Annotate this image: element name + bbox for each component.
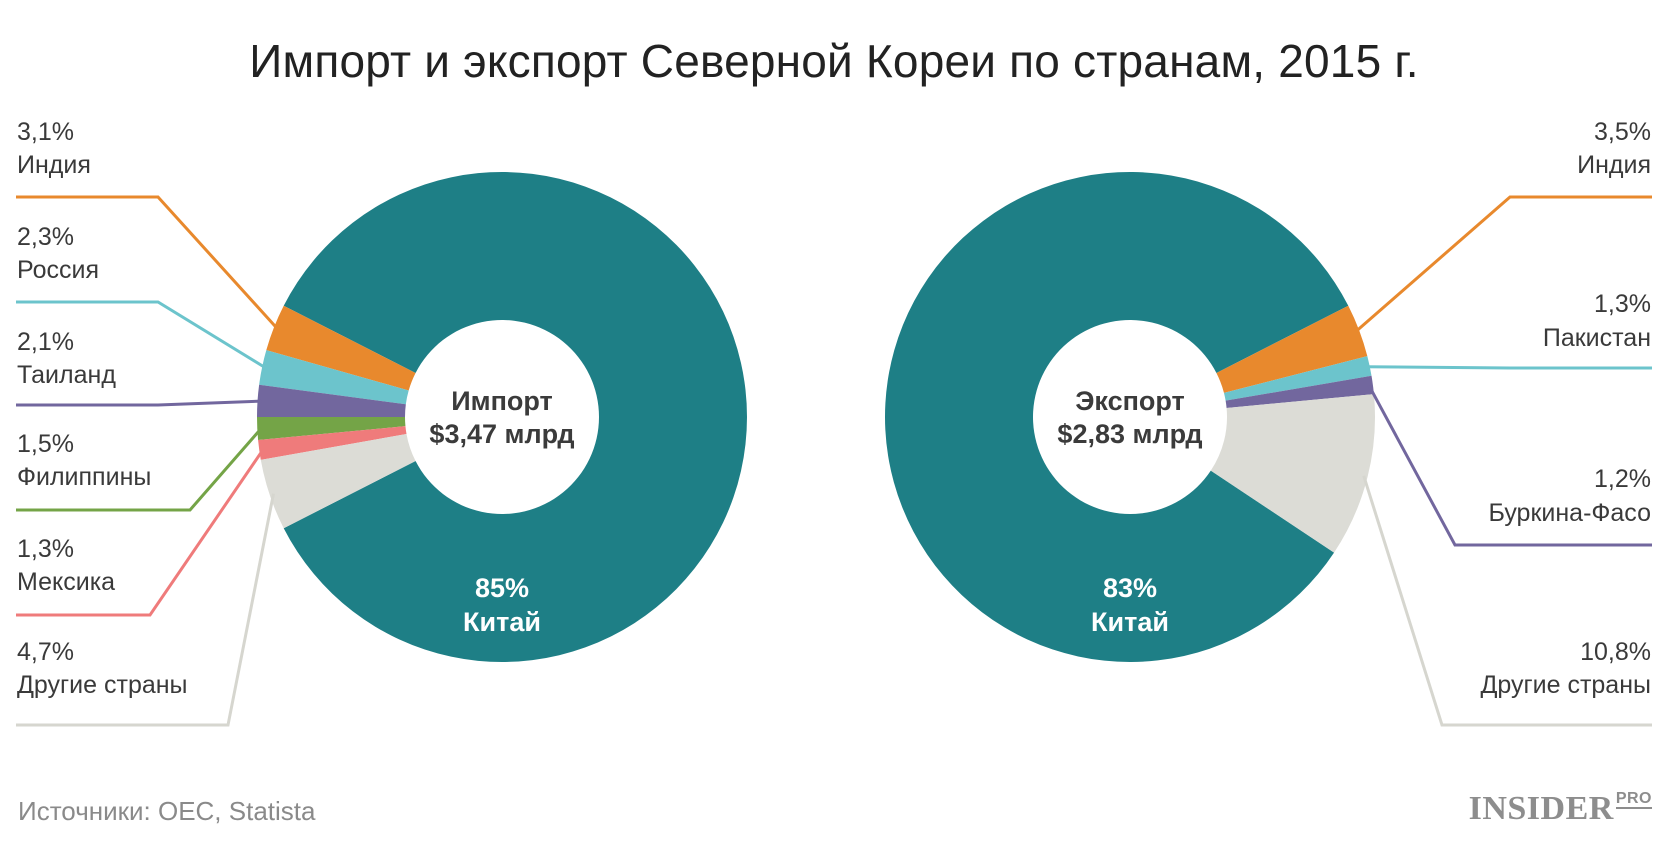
- callout-lines: [16, 195, 1652, 727]
- export-center-title: Экспорт: [1075, 386, 1185, 416]
- import-leader-другие-страны: [16, 493, 275, 727]
- import-value-china: 85%: [475, 573, 529, 603]
- import-leader-мексика: [16, 448, 265, 617]
- logo-main: INSIDER: [1468, 790, 1614, 827]
- export-slice-китай: [885, 171, 1349, 662]
- import-slice-другие-страны: [260, 433, 416, 529]
- export-donut: [885, 171, 1375, 662]
- export-slice-индия: [1216, 305, 1368, 393]
- export-slice-другие-страны: [1210, 394, 1375, 553]
- import-slice-мексика: [258, 426, 407, 460]
- import-value-мексика: 1,3%: [17, 535, 74, 563]
- import-leader-индия: [16, 195, 279, 330]
- export-leader-другие-страны: [1362, 475, 1652, 727]
- chart-title: Импорт и экспорт Северной Кореи по стран…: [249, 35, 1419, 87]
- import-slice-китай: [283, 171, 747, 662]
- import-value-таиланд: 2,1%: [17, 328, 74, 356]
- export-slice-пакистан: [1223, 356, 1372, 401]
- callout-labels: 3,1% Индия 2,3% Россия 2,1% Таиланд 1,5% Филипп…: [17, 118, 1651, 699]
- export-name-индия: Индия: [1577, 151, 1651, 179]
- import-slice-россия: [259, 350, 409, 405]
- import-value-россия: 2,3%: [17, 223, 74, 251]
- export-leader-буркина-фасо: [1367, 384, 1652, 547]
- export-leader-индия: [1354, 195, 1652, 333]
- import-leader-филиппины: [16, 427, 263, 512]
- center-labels: Импорт$3,47 млрд 85% Китай Экспорт$2,83 млр…: [429, 386, 1202, 637]
- import-name-другие-страны: Другие страны: [17, 671, 188, 699]
- import-slice-индия: [266, 305, 416, 391]
- export-value-индия: 3,5%: [1594, 118, 1651, 146]
- import-name-china: Китай: [463, 607, 541, 637]
- export-value-china: 83%: [1103, 573, 1157, 603]
- import-name-филиппины: Филиппины: [17, 463, 151, 491]
- export-leader-пакистан: [1365, 365, 1652, 370]
- export-value-буркина-фасо: 1,2%: [1594, 465, 1651, 493]
- import-center-title: Импорт: [451, 386, 553, 416]
- export-slice-буркина-фасо: [1225, 375, 1374, 408]
- export-center-total: $2,83 млрд: [1057, 419, 1202, 449]
- import-name-таиланд: Таиланд: [17, 361, 116, 389]
- import-value-другие-страны: 4,7%: [17, 638, 74, 666]
- import-center-total: $3,47 млрд: [429, 419, 574, 449]
- source-note: Источники: OEC, Statista: [18, 796, 316, 826]
- insider-pro-logo: INSIDER PRO: [1469, 790, 1652, 828]
- export-name-другие-страны: Другие страны: [1480, 671, 1651, 699]
- import-value-индия: 3,1%: [17, 118, 74, 146]
- import-value-филиппины: 1,5%: [17, 430, 74, 458]
- import-name-мексика: Мексика: [17, 568, 115, 596]
- export-name-буркина-фасо: Буркина-Фасо: [1488, 499, 1651, 527]
- import-leader-россия: [16, 300, 267, 370]
- export-value-пакистан: 1,3%: [1594, 290, 1651, 318]
- import-name-россия: Россия: [17, 256, 99, 284]
- import-leader-таиланд: [16, 399, 262, 407]
- export-name-china: Китай: [1091, 607, 1169, 637]
- import-name-индия: Индия: [17, 151, 91, 179]
- logo-pro: PRO: [1615, 790, 1652, 809]
- import-slice-таиланд: [257, 384, 406, 417]
- export-name-пакистан: Пакистан: [1543, 324, 1651, 352]
- export-value-другие-страны: 10,8%: [1580, 638, 1651, 666]
- import-donut: [257, 171, 747, 662]
- import-slice-филиппины: [257, 417, 406, 441]
